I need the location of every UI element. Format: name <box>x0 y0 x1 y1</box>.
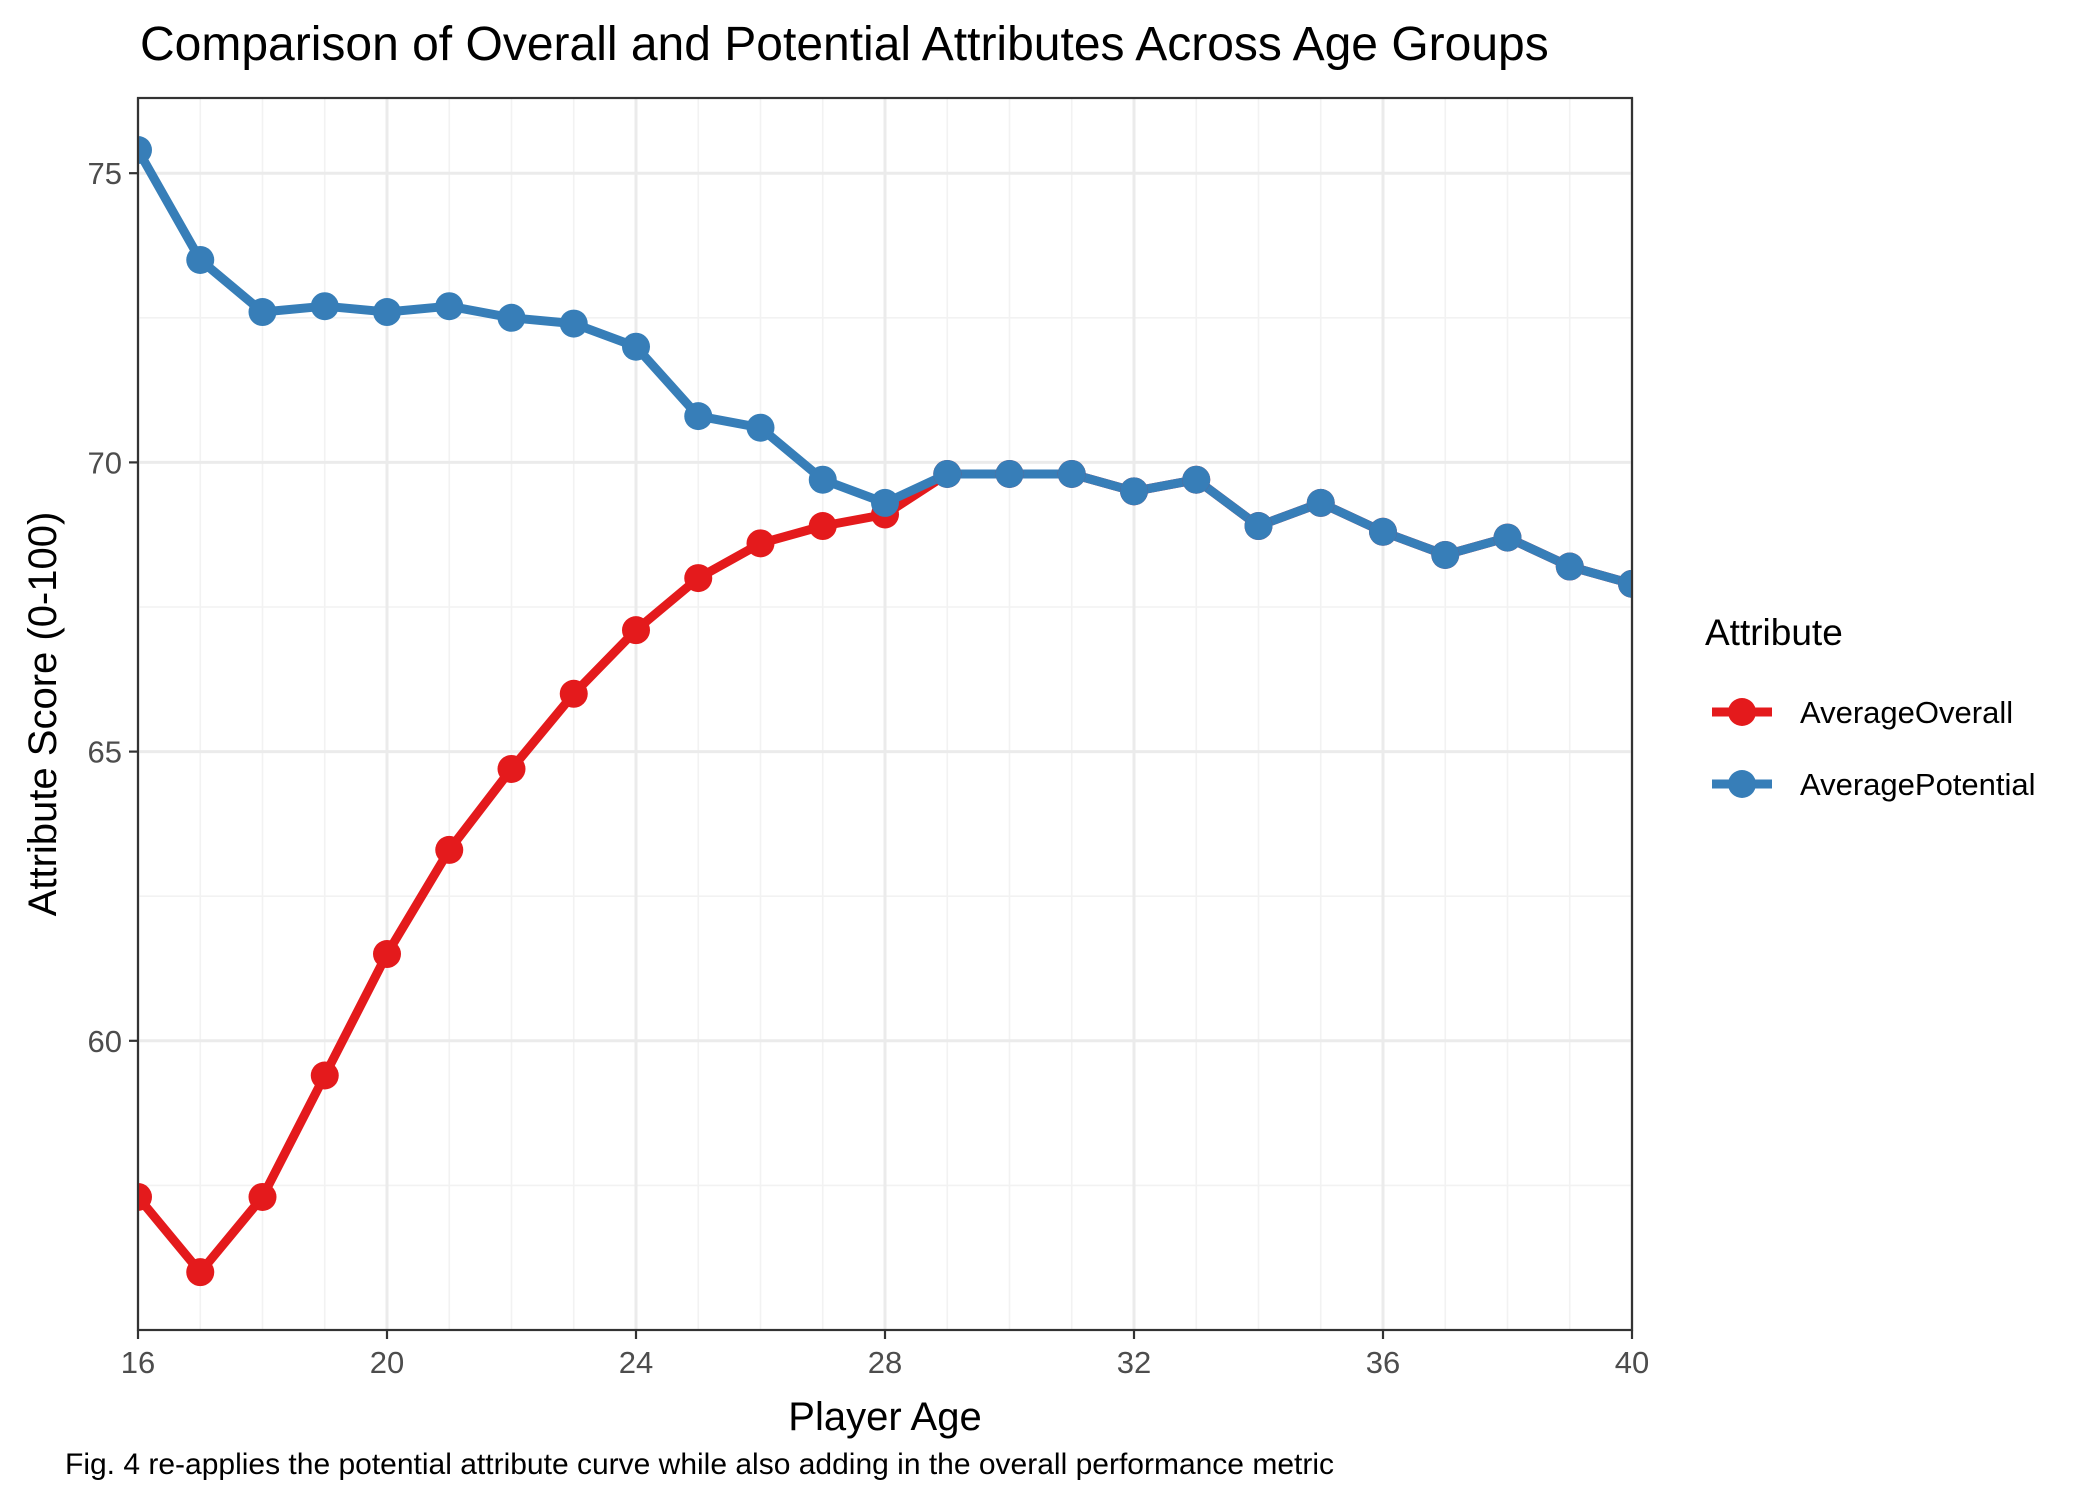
series <box>138 136 1632 1287</box>
data-point-AveragePotential <box>684 402 713 431</box>
data-point-AveragePotential <box>1431 540 1460 569</box>
y-axis-title: Attribute Score (0-100) <box>21 512 65 917</box>
data-point-AverageOverall <box>684 564 713 593</box>
data-point-AveragePotential <box>1182 465 1211 494</box>
data-point-AveragePotential <box>1493 523 1522 552</box>
data-point-AverageOverall <box>622 616 650 645</box>
x-tick-label: 28 <box>868 1345 902 1380</box>
data-point-AveragePotential <box>622 332 650 361</box>
data-point-AveragePotential <box>871 488 899 517</box>
data-point-AverageOverall <box>373 940 401 969</box>
y-tick-label: 65 <box>88 735 122 770</box>
x-tick-label: 32 <box>1117 1345 1151 1380</box>
legend-title: Attribute <box>1705 612 1843 653</box>
data-point-AveragePotential <box>746 413 775 442</box>
grid <box>136 98 1634 1331</box>
data-point-AveragePotential <box>186 245 215 274</box>
legend: Attribute AverageOverall AveragePotential <box>1705 612 2036 802</box>
legend-key-point <box>1728 698 1756 726</box>
data-point-AverageOverall <box>248 1182 277 1211</box>
y-tick-label: 75 <box>88 156 122 191</box>
data-point-AveragePotential <box>435 292 464 321</box>
data-point-AveragePotential <box>1306 488 1335 517</box>
data-point-AveragePotential <box>808 465 837 494</box>
data-point-AveragePotential <box>138 136 152 165</box>
figure-caption: Fig. 4 re-applies the potential attribut… <box>65 1448 1334 1481</box>
x-tick-label: 20 <box>370 1345 404 1380</box>
legend-label: AverageOverall <box>1800 695 2013 730</box>
data-point-AveragePotential <box>497 303 526 332</box>
y-tick-label: 70 <box>88 445 122 480</box>
data-point-AveragePotential <box>310 292 339 321</box>
data-point-AveragePotential <box>1369 517 1397 546</box>
data-point-AveragePotential <box>373 298 401 327</box>
data-point-AverageOverall <box>808 512 837 541</box>
x-tick-label: 36 <box>1366 1345 1400 1380</box>
data-point-AveragePotential <box>1555 552 1584 581</box>
data-point-AveragePotential <box>1618 569 1632 598</box>
x-tick-label: 40 <box>1615 1345 1649 1380</box>
y-tick-label: 60 <box>88 1024 122 1059</box>
data-point-AverageOverall <box>138 1182 152 1211</box>
data-point-AverageOverall <box>435 835 464 864</box>
x-axis-title: Player Age <box>788 1395 981 1439</box>
legend-key-point <box>1728 770 1756 798</box>
data-point-AveragePotential <box>933 459 962 488</box>
data-point-AverageOverall <box>186 1258 215 1287</box>
data-point-AverageOverall <box>497 754 526 783</box>
data-point-AveragePotential <box>1120 477 1148 506</box>
x-tick-label: 16 <box>121 1345 155 1380</box>
axes: 16 20 24 28 32 36 40 60 65 70 75 <box>88 156 1650 1380</box>
data-point-AveragePotential <box>1057 459 1086 488</box>
data-point-AveragePotential <box>995 459 1024 488</box>
data-point-AverageOverall <box>310 1061 339 1090</box>
data-point-AverageOverall <box>746 529 775 558</box>
data-point-AveragePotential <box>1244 512 1273 541</box>
data-point-AveragePotential <box>248 298 277 327</box>
x-tick-label: 24 <box>619 1345 653 1380</box>
chart-title: Comparison of Overall and Potential Attr… <box>140 18 1549 71</box>
data-point-AverageOverall <box>559 679 588 708</box>
data-point-AveragePotential <box>559 309 588 338</box>
legend-label: AveragePotential <box>1800 767 2036 802</box>
